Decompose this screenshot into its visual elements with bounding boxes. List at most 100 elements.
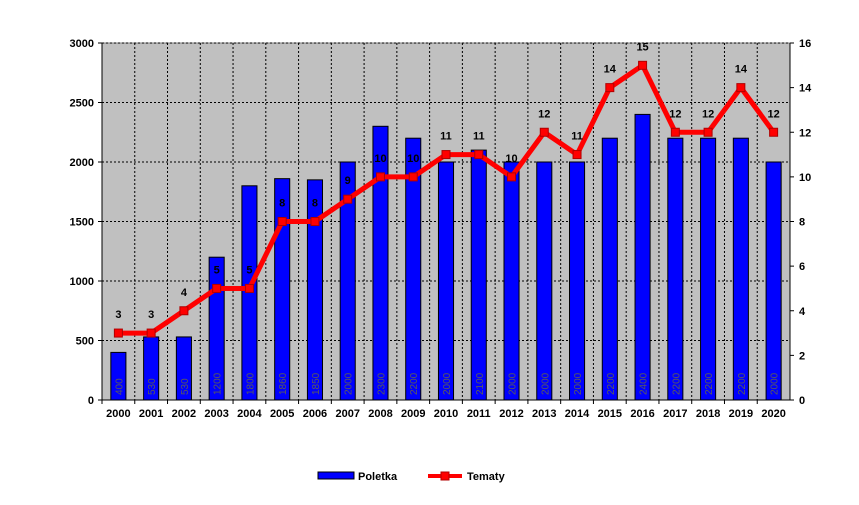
bar-value-label: 2200 — [606, 372, 617, 395]
line-marker — [375, 172, 385, 182]
bar-value-label: 530 — [147, 378, 158, 395]
line-value-label: 9 — [345, 175, 351, 187]
bar-value-label: 2000 — [344, 372, 355, 395]
y-right-tick-label: 14 — [799, 83, 812, 95]
bar-value-label: 1850 — [311, 372, 322, 395]
y-left-tick-label: 3000 — [70, 38, 94, 50]
line-marker — [670, 127, 680, 137]
bar — [765, 161, 782, 401]
line-value-label: 12 — [767, 108, 779, 120]
line-value-label: 12 — [702, 108, 714, 120]
legend-label-tematy: Tematy — [467, 471, 506, 483]
bar — [372, 125, 389, 401]
x-tick-label: 2002 — [172, 408, 196, 420]
line-value-label: 4 — [181, 287, 188, 299]
x-tick-label: 2020 — [761, 408, 785, 420]
bar-value-label: 530 — [180, 378, 191, 395]
line-marker — [310, 217, 320, 226]
bar-value-label: 2200 — [704, 372, 715, 395]
line-marker — [113, 328, 123, 338]
line-value-label: 10 — [505, 153, 517, 165]
line-value-label: 8 — [279, 198, 285, 210]
bar-value-label: 2200 — [409, 372, 420, 395]
y-right-tick-label: 12 — [799, 127, 811, 139]
line-value-label: 12 — [538, 108, 550, 120]
line-value-label: 14 — [604, 64, 617, 76]
x-tick-label: 2004 — [237, 408, 262, 420]
y-left-tick-label: 0 — [88, 395, 94, 407]
bar — [503, 161, 520, 401]
x-tick-label: 2006 — [303, 408, 327, 420]
y-right-tick-label: 16 — [799, 38, 811, 50]
bar — [175, 336, 192, 401]
bar-value-label: 2000 — [442, 372, 453, 395]
line-marker — [507, 172, 517, 182]
x-tick-label: 2000 — [106, 408, 130, 420]
x-tick-label: 2019 — [729, 408, 753, 420]
y-right-tick-label: 6 — [799, 261, 805, 273]
bar — [536, 161, 553, 401]
legend-label-poletka: Poletka — [358, 471, 398, 483]
bar-value-label: 2000 — [508, 372, 519, 395]
legend-marker-tematy — [440, 471, 450, 481]
y-right-tick-label: 2 — [799, 350, 805, 362]
bar — [569, 161, 586, 401]
line-value-label: 5 — [246, 264, 252, 276]
y-left-tick-label: 500 — [76, 336, 94, 348]
x-tick-label: 2001 — [139, 408, 163, 420]
bar — [339, 161, 356, 401]
line-marker — [638, 60, 648, 70]
line-marker — [179, 306, 189, 316]
x-tick-label: 2008 — [368, 408, 392, 420]
line-marker — [408, 172, 418, 182]
x-tick-label: 2015 — [598, 408, 622, 420]
x-tick-label: 2009 — [401, 408, 425, 420]
y-left-tick-label: 1500 — [70, 217, 94, 229]
x-tick-label: 2016 — [630, 408, 654, 420]
bar-value-label: 1800 — [245, 372, 256, 395]
x-tick-label: 2007 — [335, 408, 359, 420]
line-value-label: 8 — [312, 198, 318, 210]
x-tick-label: 2011 — [467, 408, 491, 420]
bar — [667, 137, 684, 401]
bar-value-label: 2000 — [540, 372, 551, 395]
bar-value-label: 2000 — [770, 372, 781, 395]
line-marker — [703, 127, 713, 137]
line-marker — [539, 127, 549, 137]
line-value-label: 11 — [440, 131, 452, 143]
line-marker — [343, 194, 353, 204]
line-value-label: 14 — [735, 64, 748, 76]
line-value-label: 3 — [115, 309, 121, 321]
bar — [700, 137, 717, 401]
line-marker — [244, 283, 254, 293]
line-marker — [605, 83, 615, 93]
legend-swatch-poletka — [317, 471, 355, 480]
y-left-tick-label: 1000 — [70, 276, 94, 288]
bar-value-label: 2400 — [639, 372, 650, 395]
line-marker — [441, 150, 451, 160]
line-value-label: 11 — [473, 131, 485, 143]
bar-value-label: 1860 — [278, 372, 289, 395]
bar — [634, 113, 651, 401]
bar-value-label: 1200 — [213, 372, 224, 395]
line-marker — [277, 217, 287, 226]
line-marker — [736, 83, 746, 93]
bar-value-label: 2200 — [737, 372, 748, 395]
x-tick-label: 2013 — [532, 408, 556, 420]
line-value-label: 15 — [636, 41, 648, 53]
line-value-label: 3 — [148, 309, 154, 321]
bar — [274, 178, 291, 401]
line-value-label: 10 — [407, 153, 419, 165]
x-tick-label: 2010 — [434, 408, 458, 420]
bar-value-label: 2300 — [376, 372, 387, 395]
bar — [470, 149, 487, 401]
bar — [306, 179, 323, 401]
bar-value-label: 2000 — [573, 372, 584, 395]
x-tick-label: 2014 — [565, 408, 590, 420]
bar — [601, 137, 618, 401]
bar-value-label: 2100 — [475, 372, 486, 395]
y-left-tick-label: 2000 — [70, 157, 94, 169]
y-right-tick-label: 0 — [799, 395, 805, 407]
